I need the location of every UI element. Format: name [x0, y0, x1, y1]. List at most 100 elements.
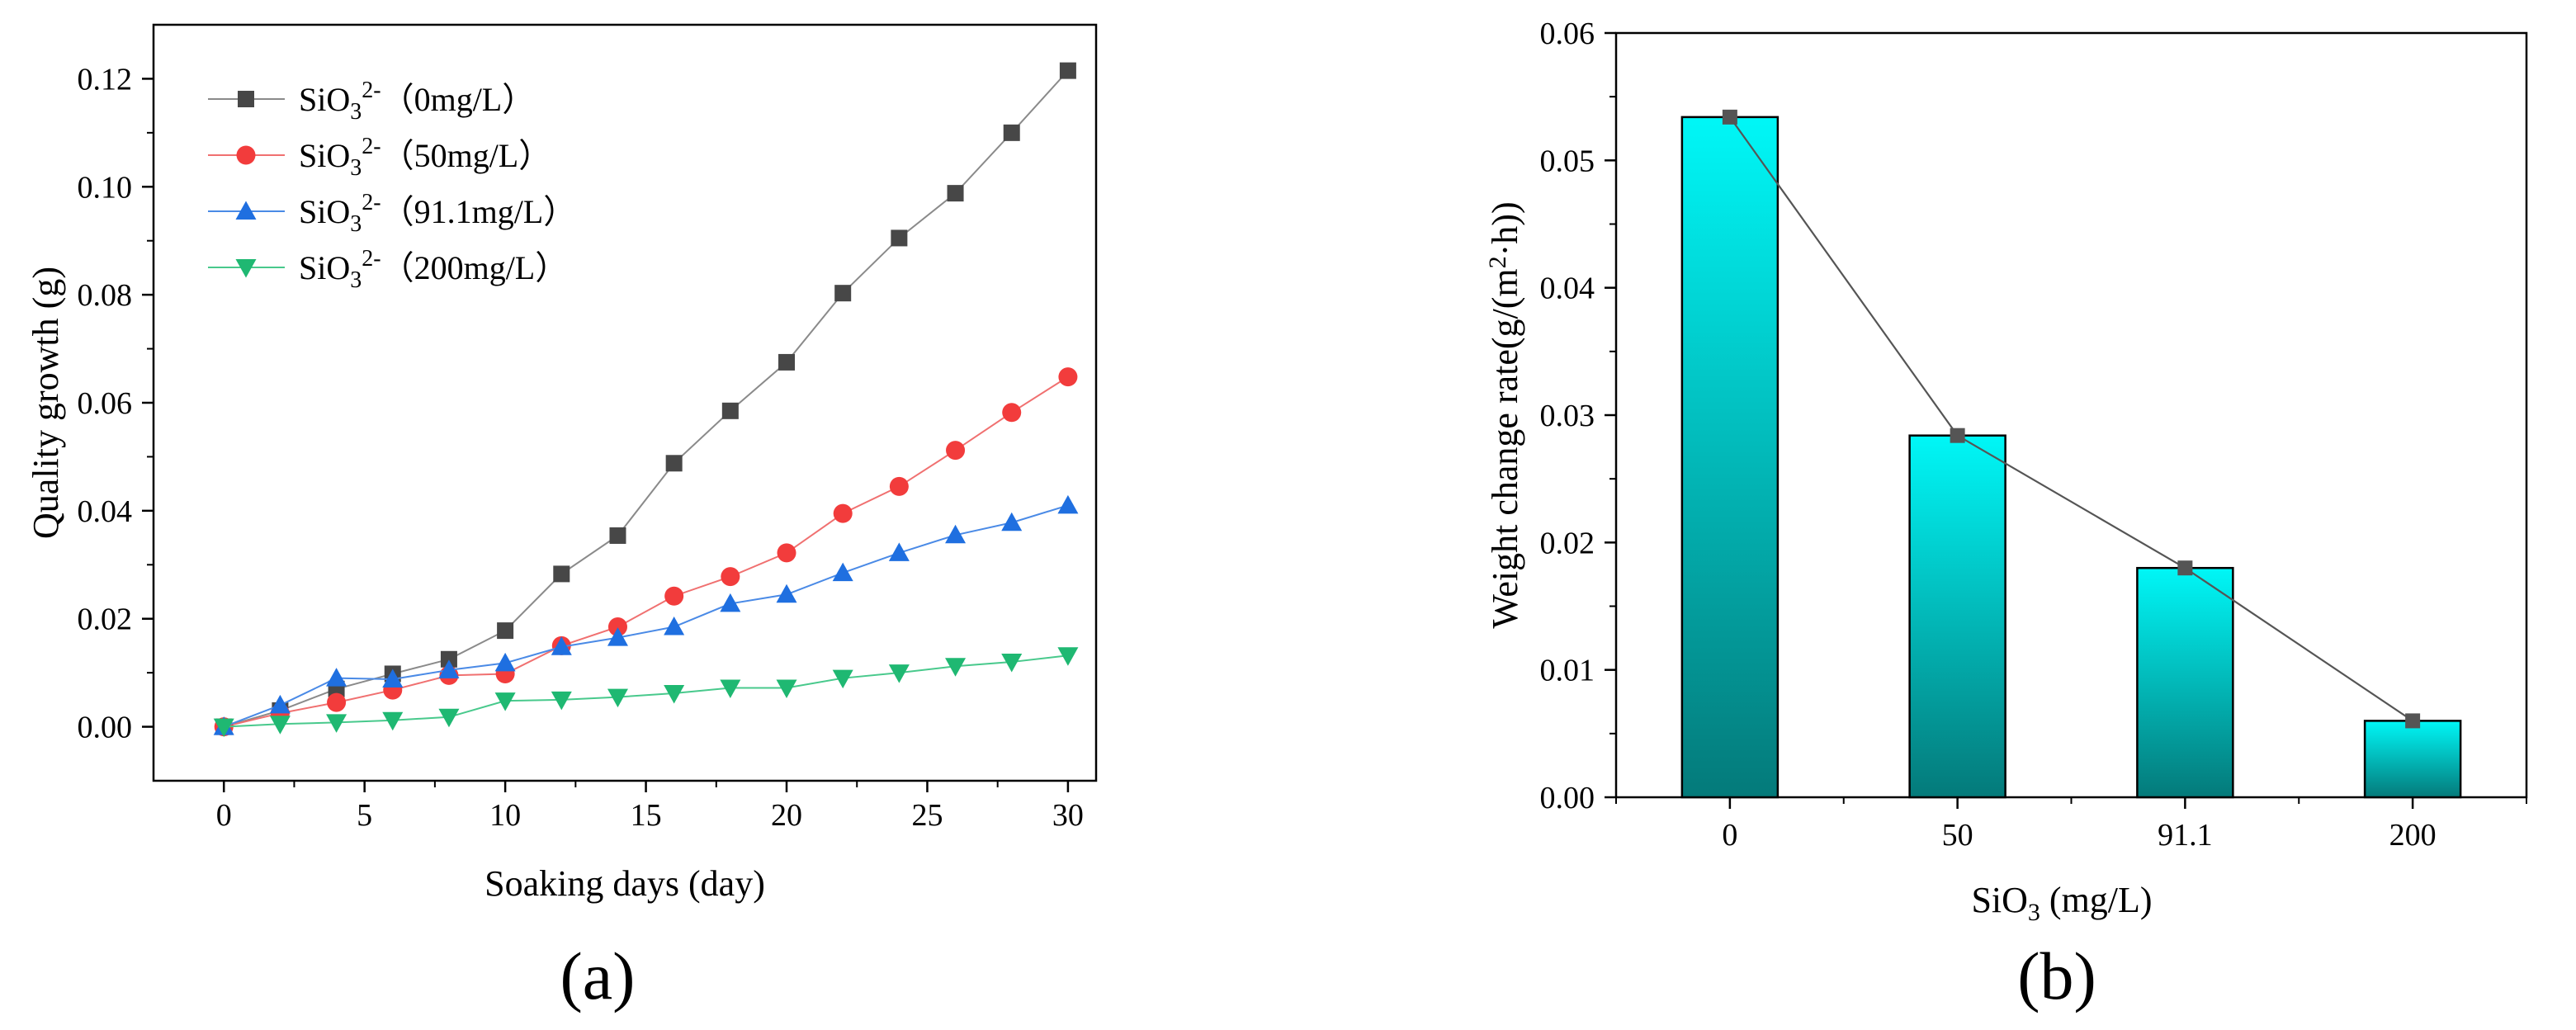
chart-a-y-tick-label: 0.06	[78, 386, 133, 421]
chart-a-legend-label-sub: 3	[350, 155, 362, 181]
chart-b-data-point	[1722, 109, 1737, 125]
chart-a-x-tick-label: 15	[631, 798, 662, 833]
chart-a-data-point	[778, 353, 796, 371]
chart-a-legend-item: SiO32-（91.1mg/L）	[208, 190, 576, 237]
chart-a-legend-label-base: SiO	[299, 81, 350, 118]
chart-a-data-point	[888, 664, 910, 683]
chart-b-data-point	[2177, 560, 2193, 576]
chart-a-series-line	[224, 654, 1069, 728]
chart-a-legend-label-sub: 3	[350, 211, 362, 237]
chart-b-x-axis-title-sub: 3	[2028, 899, 2040, 926]
chart-a-series-line	[223, 504, 1069, 728]
chart-a-data-point	[551, 636, 572, 655]
chart-b-bar	[1908, 434, 2006, 799]
chart-b-x-tick-label: 0	[1722, 818, 1737, 853]
chart-a-data-point	[832, 562, 853, 582]
chart-a-data-point	[551, 691, 572, 711]
chart-a-data-point	[777, 543, 796, 563]
chart-a-legend-marker	[238, 91, 254, 107]
chart-a-x-tick-label: 20	[771, 798, 802, 833]
chart-a-data-point	[664, 685, 685, 704]
chart-a-data-point	[1001, 512, 1023, 532]
chart-a-data-point	[889, 476, 909, 496]
chart-a-data-point	[326, 714, 347, 733]
chart-a-data-point	[1058, 367, 1078, 387]
chart-a-data-point	[888, 542, 910, 561]
chart-a-legend-item: SiO32-（0mg/L）	[208, 78, 535, 125]
chart-a-data-point	[832, 669, 853, 689]
chart-a-legend-label-sub: 3	[350, 99, 362, 125]
chart-a-data-point	[609, 527, 626, 544]
chart-b-x-tick-label: 200	[2389, 818, 2437, 853]
chart-b-x-axis-title-rest: (mg/L)	[2040, 880, 2153, 920]
chart-a-data-point	[1002, 403, 1022, 423]
chart-a-data-point	[720, 679, 741, 698]
chart-a-data-point	[833, 503, 853, 523]
chart-a-y-tick-label: 0.10	[78, 170, 133, 205]
chart-b-data-point	[1950, 428, 1965, 443]
chart-a-legend-label-base: SiO	[299, 249, 350, 286]
chart-a-legend-label-sup: 2-	[362, 134, 380, 159]
chart-b-bar	[2363, 720, 2462, 799]
chart-a-data-point	[1001, 654, 1023, 673]
chart-a: 0 5 10 15 20 25 30 0.00 0.02 0.04 0.06 0.08 0.10 0.1…	[26, 23, 1098, 1013]
chart-a-x-tick-label: 10	[489, 798, 521, 833]
chart-a-data-point	[945, 658, 967, 677]
chart-a-data-point	[834, 285, 852, 302]
chart-a-data-point	[776, 679, 797, 698]
chart-a-legend-label-base: SiO	[299, 137, 350, 174]
chart-a-legend-label-conc: （91.1mg/L）	[381, 193, 577, 230]
chart-a-data-point	[607, 617, 627, 637]
chart-a-legend-label-sub: 3	[350, 267, 362, 293]
chart-a-data-point	[440, 650, 457, 668]
chart-a-data-point	[720, 593, 741, 612]
chart-a-x-tick-label: 0	[216, 798, 232, 833]
chart-a-series	[213, 494, 1079, 735]
chart-a-data-point	[1057, 494, 1079, 514]
chart-a-data-point	[494, 692, 516, 711]
chart-a-legend-label: SiO32-（50mg/L）	[299, 134, 551, 181]
chart-a-data-point	[721, 567, 740, 587]
chart-b-y-axis-title-sup: 2	[1484, 256, 1511, 268]
chart-a-data-point	[891, 229, 908, 247]
chart-b-y-tick-label: 0.06	[1540, 17, 1595, 51]
chart-a-data-point	[664, 617, 685, 635]
chart-a-y-tick-label: 0.12	[78, 62, 133, 97]
chart-b-data-point	[2405, 713, 2421, 729]
chart-a-data-point	[497, 622, 514, 640]
chart-b-x-axis-title-base: SiO	[1971, 880, 2027, 920]
chart-b-panel-label: (b)	[2017, 938, 2096, 1013]
chart-a-x-axis: 0 5 10 15 20 25 30	[216, 781, 1084, 833]
chart-b-y-axis: 0.00 0.01 0.02 0.03 0.04 0.05 0.06	[1540, 17, 1616, 815]
chart-a-legend-label-base: SiO	[299, 193, 350, 230]
chart-a-y-axis: 0.00 0.02 0.04 0.06 0.08 0.10 0.12	[78, 62, 154, 745]
chart-a-data-point	[607, 688, 628, 708]
chart-a-y-axis-title: Quality growth (g)	[26, 267, 66, 539]
chart-b-x-axis-title: SiO3 (mg/L)	[1971, 880, 2152, 926]
chart-a-data-point	[382, 669, 404, 687]
chart-b-bars	[1680, 116, 2462, 799]
chart-a-legend-label: SiO32-（91.1mg/L）	[299, 190, 576, 237]
chart-a-data-point	[721, 402, 739, 419]
chart-a-data-point	[269, 716, 291, 735]
chart-b-y-axis-title-after: ·h))	[1485, 201, 1525, 256]
chart-a-legend-label-conc: （0mg/L）	[381, 81, 536, 118]
chart-a-legend-marker	[235, 259, 257, 278]
chart-a-data-point	[494, 652, 516, 672]
chart-a-y-tick-label: 0.02	[78, 602, 133, 637]
chart-a-legend-item: SiO32-（200mg/L）	[208, 246, 568, 293]
chart-a-series-line	[223, 69, 1069, 728]
chart-a-x-tick-label: 25	[911, 798, 943, 833]
chart-a-x-tick-label: 5	[357, 798, 372, 833]
chart-a-data-point	[438, 708, 460, 728]
chart-a-y-tick-label: 0.08	[78, 278, 133, 313]
chart-a-series	[213, 647, 1079, 738]
chart-a-data-point	[553, 565, 570, 583]
chart-b-bar	[2136, 566, 2234, 799]
chart-b: 0 50 91.1 200 0.000.010.020.030.040.050.06 …	[1484, 17, 2528, 1013]
chart-a-series-line	[223, 376, 1069, 728]
chart-b-x-axis: 0 50 91.1 200	[1615, 797, 2527, 853]
chart-a-data-point	[664, 586, 684, 606]
chart-b-overlay-line	[1728, 116, 2413, 722]
